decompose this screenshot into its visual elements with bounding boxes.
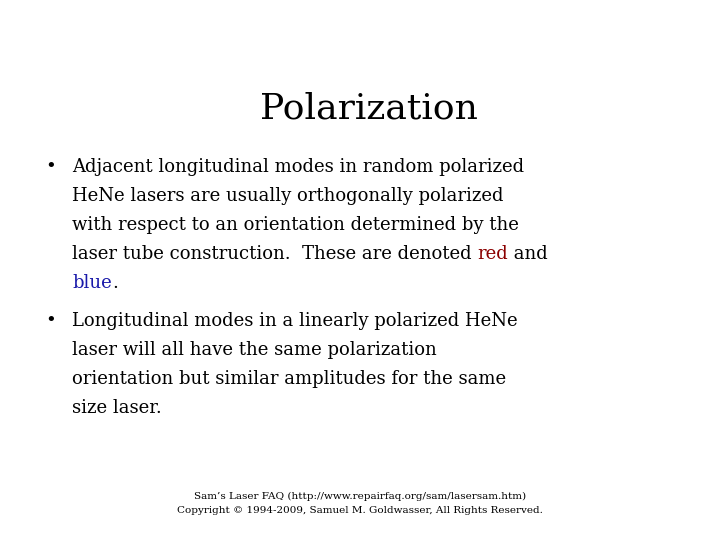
Text: .: . [112,274,117,292]
Text: laser tube construction.  These are denoted: laser tube construction. These are denot… [72,245,477,263]
Text: •: • [45,312,55,330]
Text: Adjacent longitudinal modes in random polarized: Adjacent longitudinal modes in random po… [72,158,524,176]
Text: HeNe lasers are usually orthogonally polarized: HeNe lasers are usually orthogonally pol… [72,187,503,205]
Text: laser will all have the same polarization: laser will all have the same polarizatio… [72,341,437,359]
Text: orientation but similar amplitudes for the same: orientation but similar amplitudes for t… [72,370,506,388]
Text: •: • [45,158,55,176]
Text: Sam’s Laser FAQ (http://www.repairfaq.org/sam/lasersam.htm): Sam’s Laser FAQ (http://www.repairfaq.or… [194,492,526,501]
Text: with respect to an orientation determined by the: with respect to an orientation determine… [72,216,519,234]
Text: Longitudinal modes in a linearly polarized HeNe: Longitudinal modes in a linearly polariz… [72,312,518,330]
Text: and: and [508,245,548,263]
Text: blue: blue [72,274,112,292]
Text: red: red [477,245,508,263]
Text: Copyright © 1994-2009, Samuel M. Goldwasser, All Rights Reserved.: Copyright © 1994-2009, Samuel M. Goldwas… [177,506,543,515]
Text: size laser.: size laser. [72,399,162,417]
Text: Polarization: Polarization [260,92,478,126]
